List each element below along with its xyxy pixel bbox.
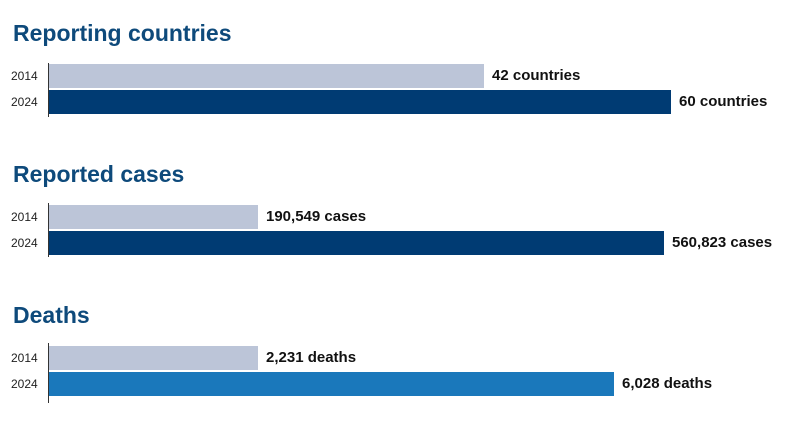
bar-2014: [49, 346, 258, 370]
bar-value-label: 6,028 deaths: [622, 375, 713, 392]
bar-value-label: 42 countries: [492, 67, 581, 84]
bar-2014: [49, 205, 258, 229]
bar-value-label: 560,823 cases: [672, 234, 773, 251]
category-label: 2024: [11, 377, 38, 391]
category-label: 2024: [11, 95, 38, 109]
bar-row-2024: 2024 6,028 deaths: [0, 372, 800, 396]
category-label: 2014: [11, 69, 38, 83]
reporting-countries-chart: Reporting countries 2014 42 countries 20…: [0, 20, 800, 120]
axis-line: [48, 203, 49, 257]
chart-title: Deaths: [13, 302, 90, 328]
reported-cases-chart: Reported cases 2014 190,549 cases 2024 5…: [0, 161, 800, 261]
bar-value-label: 2,231 deaths: [266, 349, 357, 366]
bar-row-2024: 2024 560,823 cases: [0, 231, 800, 255]
axis-line: [48, 343, 49, 403]
bar-row-2014: 2014 2,231 deaths: [0, 346, 800, 370]
bar-2014: [49, 64, 484, 88]
bar-2024: [49, 372, 614, 396]
bar-row-2014: 2014 190,549 cases: [0, 205, 800, 229]
chart-title: Reporting countries: [13, 20, 232, 46]
chart-title: Reported cases: [13, 161, 185, 187]
axis-line: [48, 63, 49, 117]
bar-value-label: 60 countries: [679, 93, 768, 110]
deaths-chart: Deaths 2014 2,231 deaths 2024 6,028 deat…: [0, 302, 800, 406]
bar-2024: [49, 231, 664, 255]
bar-row-2024: 2024 60 countries: [0, 90, 800, 114]
bar-2024: [49, 90, 671, 114]
category-label: 2014: [11, 351, 38, 365]
category-label: 2014: [11, 210, 38, 224]
category-label: 2024: [11, 236, 38, 250]
bar-row-2014: 2014 42 countries: [0, 64, 800, 88]
bar-value-label: 190,549 cases: [266, 208, 367, 225]
